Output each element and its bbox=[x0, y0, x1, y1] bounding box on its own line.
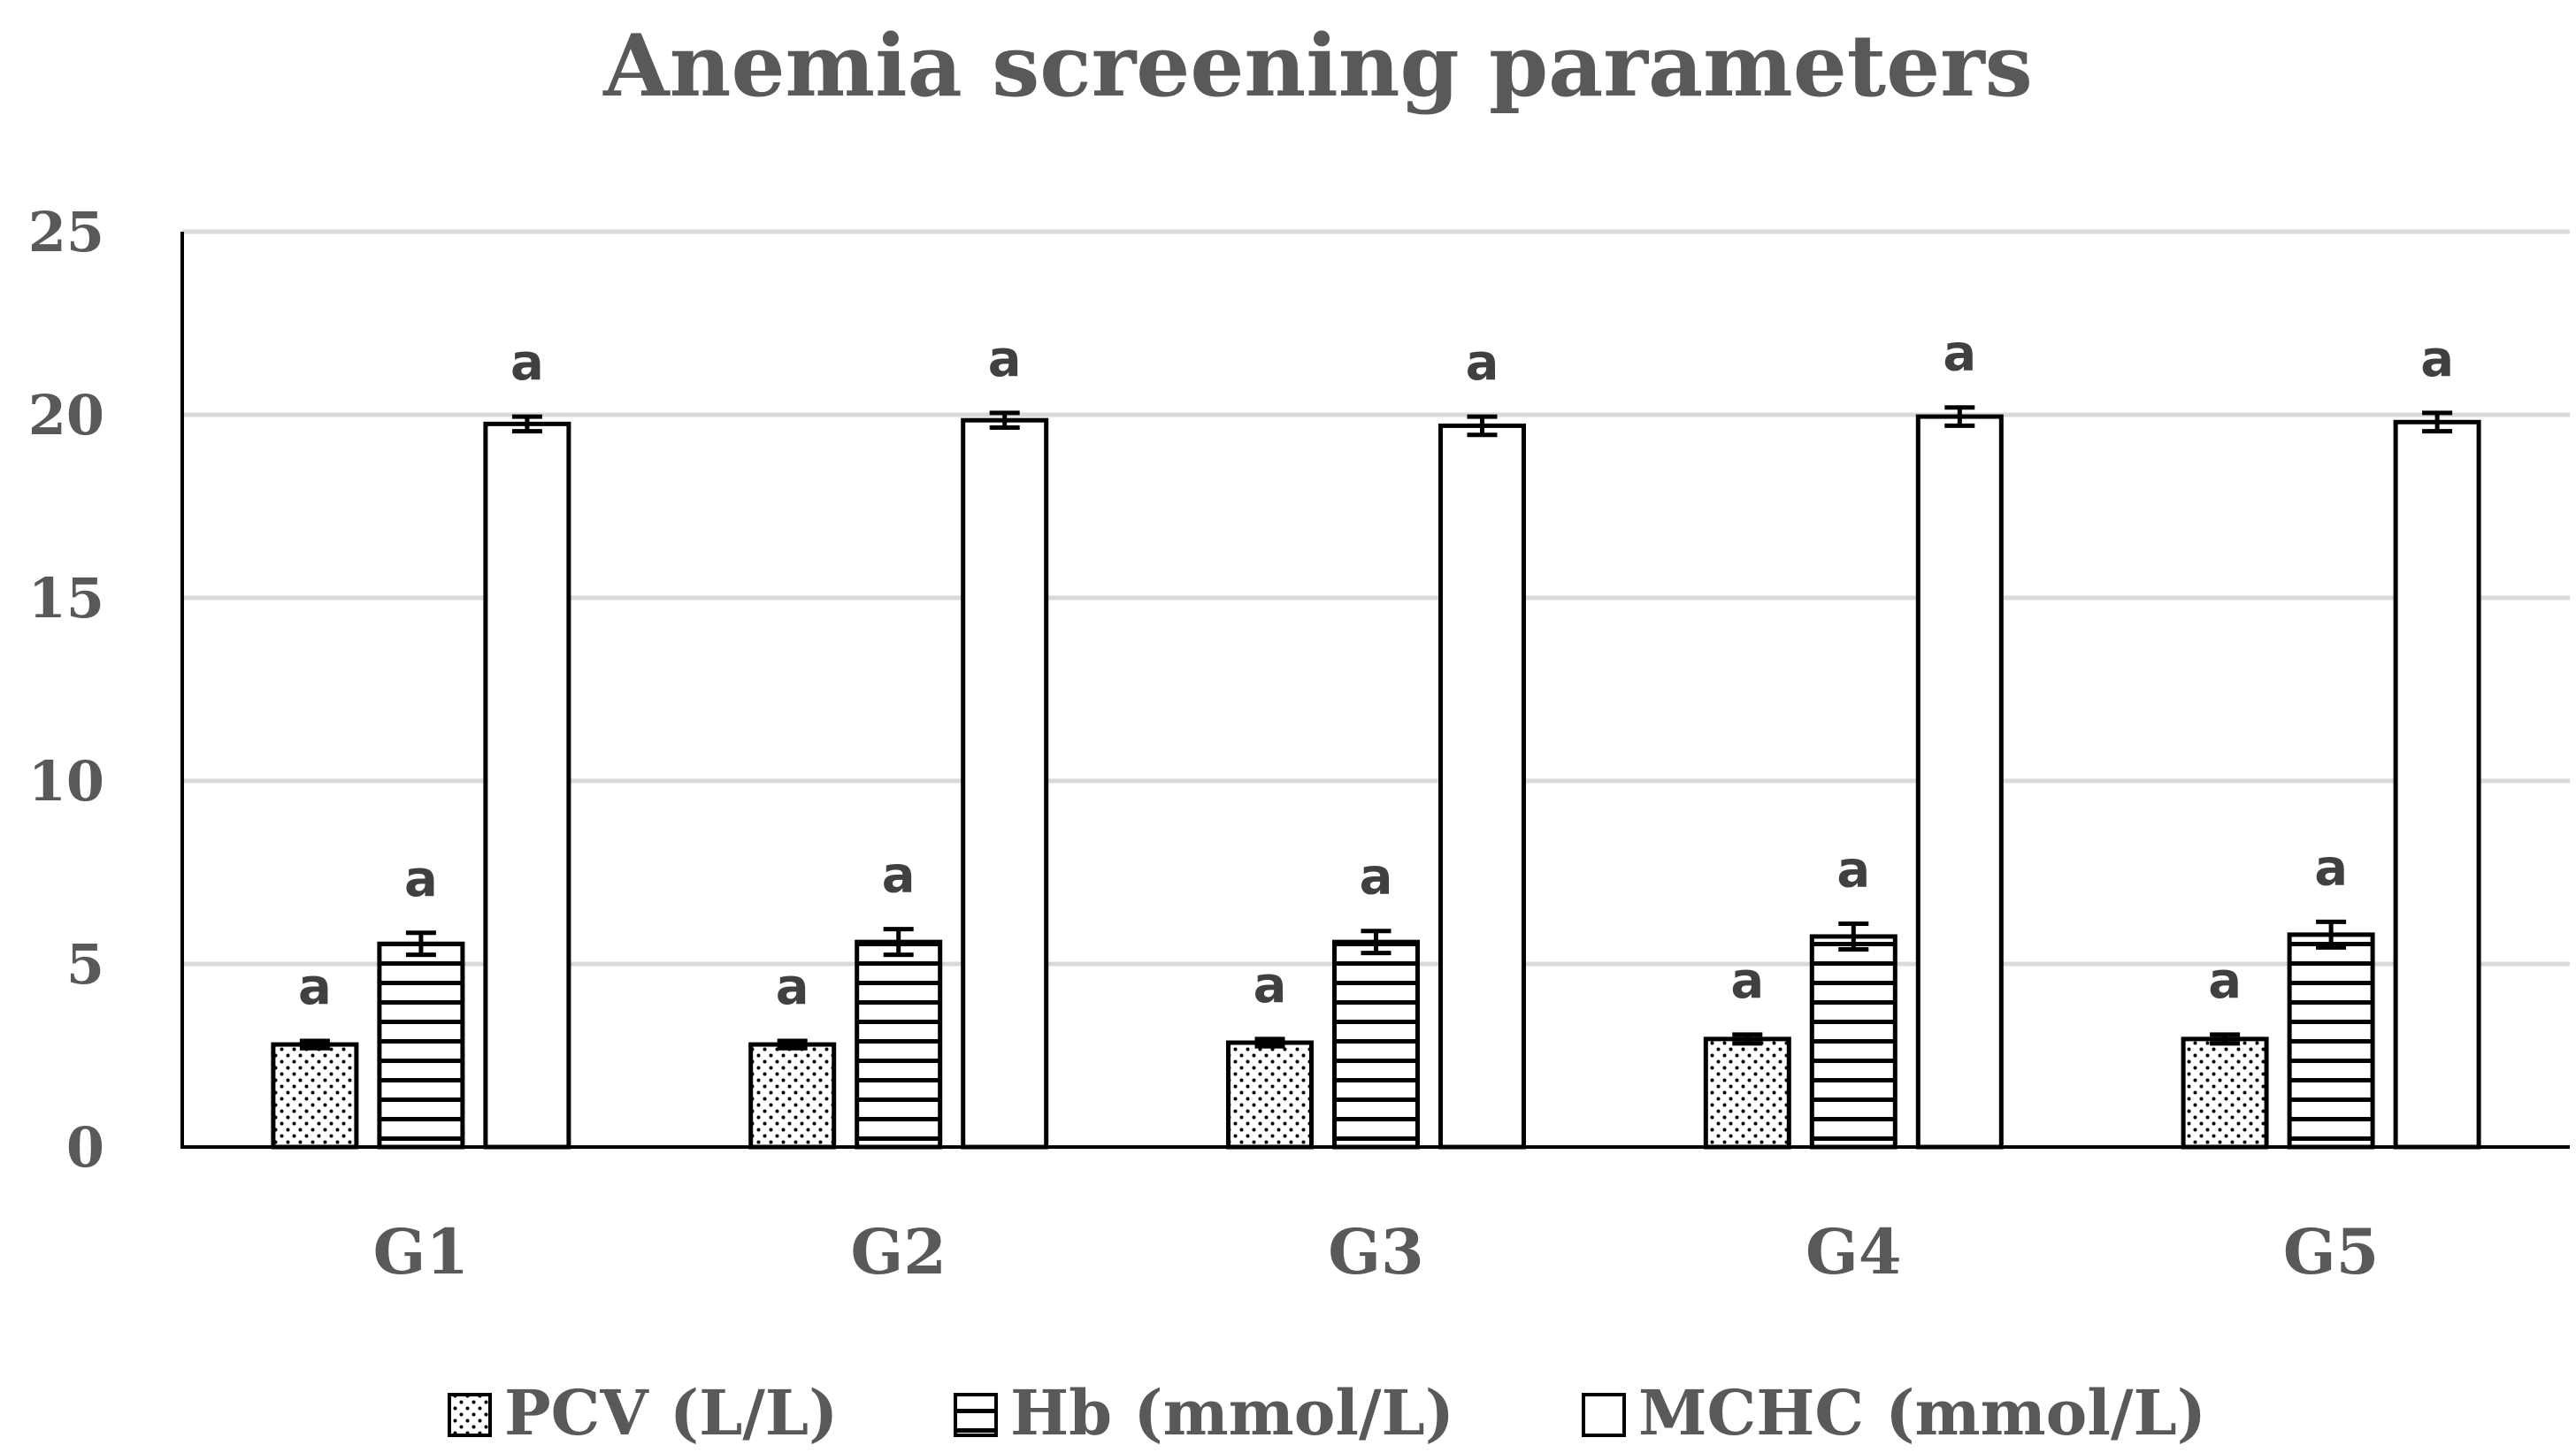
legend-label: PCV (L/L) bbox=[504, 1376, 838, 1449]
bars: a a a a a a a a a a a a a a a bbox=[271, 325, 2481, 1150]
bar-dots bbox=[1703, 1036, 1791, 1150]
significance-label: a bbox=[1360, 849, 1393, 906]
significance-label: a bbox=[1254, 957, 1287, 1014]
bar-horizontal-lines bbox=[2287, 932, 2375, 1150]
y-tick-label: 5 bbox=[66, 932, 104, 997]
bar-solid-white bbox=[483, 421, 571, 1150]
significance-label: a bbox=[510, 334, 544, 392]
x-axis-categories: G1 G2 G3 G4 G5 bbox=[373, 1215, 2380, 1289]
y-tick-label: 20 bbox=[28, 383, 104, 447]
y-axis-ticks: 0 5 10 15 20 25 bbox=[28, 200, 104, 1180]
significance-label: a bbox=[776, 959, 809, 1016]
bar-dots bbox=[271, 1042, 359, 1150]
legend-swatch-dots bbox=[448, 1393, 492, 1437]
significance-label: a bbox=[2420, 331, 2454, 388]
bar-dots bbox=[1226, 1040, 1314, 1150]
y-tick-label: 25 bbox=[28, 200, 104, 264]
y-tick-label: 15 bbox=[28, 566, 104, 631]
bar-solid-white bbox=[1438, 423, 1526, 1150]
significance-label: a bbox=[2314, 839, 2348, 897]
bar-horizontal-lines bbox=[855, 939, 943, 1150]
legend-label: MCHC (mmol/L) bbox=[1638, 1376, 2206, 1449]
bar-horizontal-lines bbox=[1332, 939, 1420, 1150]
bar-horizontal-lines bbox=[1809, 934, 1898, 1150]
legend: PCV (L/L) Hb (mmol/L) MCHC (mmol/L) bbox=[448, 1376, 2206, 1449]
x-category-label: G3 bbox=[1328, 1215, 1424, 1289]
significance-label: a bbox=[1466, 334, 1499, 392]
x-category-label: G2 bbox=[850, 1215, 947, 1289]
significance-label: a bbox=[1943, 325, 1976, 383]
chart-title: Anemia screening parameters bbox=[602, 16, 2033, 116]
bar-horizontal-lines bbox=[377, 941, 465, 1150]
significance-label: a bbox=[298, 959, 332, 1016]
x-category-label: G4 bbox=[1806, 1215, 1902, 1289]
significance-label: a bbox=[2208, 952, 2242, 1010]
axes bbox=[180, 232, 2570, 1149]
legend-swatch-horizontal-lines bbox=[954, 1393, 998, 1437]
significance-label: a bbox=[1836, 841, 1870, 899]
bar-solid-white bbox=[961, 417, 1049, 1150]
significance-label: a bbox=[882, 847, 916, 905]
x-category-label: G5 bbox=[2283, 1215, 2380, 1289]
legend-label: Hb (mmol/L) bbox=[1010, 1376, 1454, 1449]
significance-label: a bbox=[404, 851, 438, 908]
bar-dots bbox=[748, 1042, 837, 1150]
y-tick-label: 10 bbox=[28, 749, 104, 814]
x-category-label: G1 bbox=[373, 1215, 470, 1289]
y-tick-label: 0 bbox=[66, 1115, 104, 1180]
gridlines bbox=[182, 229, 2570, 967]
legend-swatch-solid-white bbox=[1582, 1393, 1626, 1437]
bar-solid-white bbox=[1915, 414, 2004, 1150]
significance-label: a bbox=[1730, 952, 1764, 1010]
significance-label: a bbox=[988, 331, 1022, 388]
bar-dots bbox=[2181, 1036, 2269, 1150]
bar-solid-white bbox=[2393, 419, 2481, 1150]
